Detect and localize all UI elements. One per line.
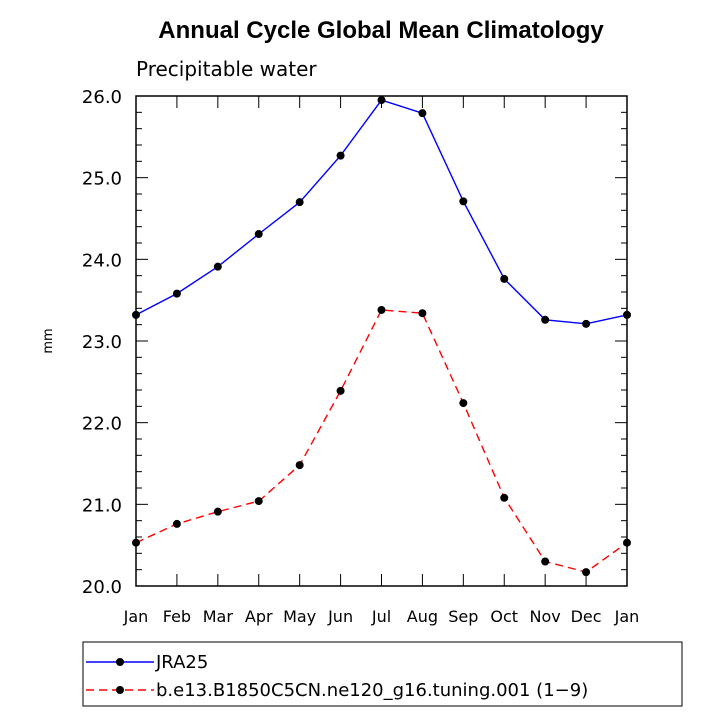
y-tick-label: 22.0 — [82, 414, 122, 435]
series-1-point — [254, 230, 263, 239]
data-series — [132, 96, 631, 577]
x-tick-label: Sep — [448, 607, 478, 626]
x-tick-label: Apr — [245, 607, 273, 626]
y-tick-label: 25.0 — [82, 169, 122, 190]
series-line-1 — [135, 99, 628, 325]
x-tick-label: Oct — [490, 607, 518, 626]
series-2-point — [582, 568, 591, 577]
legend-marker-2 — [116, 686, 124, 694]
x-tick-label: Mar — [203, 607, 234, 626]
plot-frame — [135, 95, 628, 587]
y-tick-label: 20.0 — [82, 577, 122, 598]
x-tick-label: Jul — [371, 607, 391, 626]
x-tick-label: Aug — [407, 607, 438, 626]
y-tick-label: 26.0 — [82, 87, 122, 108]
legend-box — [82, 641, 683, 707]
axis-ticks — [135, 95, 628, 587]
legend-marker-1 — [116, 658, 124, 666]
series-2-point — [213, 507, 222, 516]
legend: JRA25 b.e13.B1850C5CN.ne120_g16.tuning.00… — [82, 641, 683, 707]
series-2-point — [254, 497, 263, 506]
x-tick-label: Jun — [327, 607, 353, 626]
x-tick-label: Jan — [123, 607, 149, 626]
chart-title: Annual Cycle Global Mean Climatology — [158, 17, 604, 44]
series-1-point — [582, 319, 591, 328]
series-1-point — [213, 262, 222, 271]
series-1-point — [459, 197, 468, 206]
y-tick-label: 23.0 — [82, 332, 122, 353]
x-tick-label: Nov — [530, 607, 561, 626]
chart-subtitle: Precipitable water — [136, 57, 317, 81]
series-2-point — [418, 309, 427, 318]
tick-labels: 20.0 21.0 22.0 23.0 24.0 25.0 26.0 Jan Feb Mar Apr… — [82, 87, 639, 626]
series-1-point — [500, 274, 509, 283]
series-1-point — [172, 289, 181, 298]
y-tick-label: 21.0 — [82, 495, 122, 516]
x-tick-label: Feb — [163, 607, 191, 626]
series-2-point — [541, 557, 550, 566]
series-2-point — [336, 386, 345, 395]
series-1-point — [295, 198, 304, 207]
series-1-point — [418, 109, 427, 118]
series-2-point — [459, 399, 468, 408]
legend-label-2: b.e13.B1850C5CN.ne120_g16.tuning.001 (1−… — [156, 680, 588, 701]
y-axis-label: mm — [41, 328, 56, 353]
series-line-2 — [135, 309, 628, 573]
series-2-point — [500, 493, 509, 502]
legend-label-1: JRA25 — [155, 652, 208, 673]
series-1-point — [336, 151, 345, 160]
x-tick-label: May — [283, 607, 316, 626]
series-2-point — [172, 519, 181, 528]
series-2-point — [295, 461, 304, 470]
x-tick-label: Dec — [571, 607, 602, 626]
series-2-point — [377, 305, 386, 314]
series-1-point — [541, 315, 550, 324]
series-1-point — [377, 96, 386, 105]
x-tick-label: Jan — [614, 607, 640, 626]
y-tick-label: 24.0 — [82, 250, 122, 271]
